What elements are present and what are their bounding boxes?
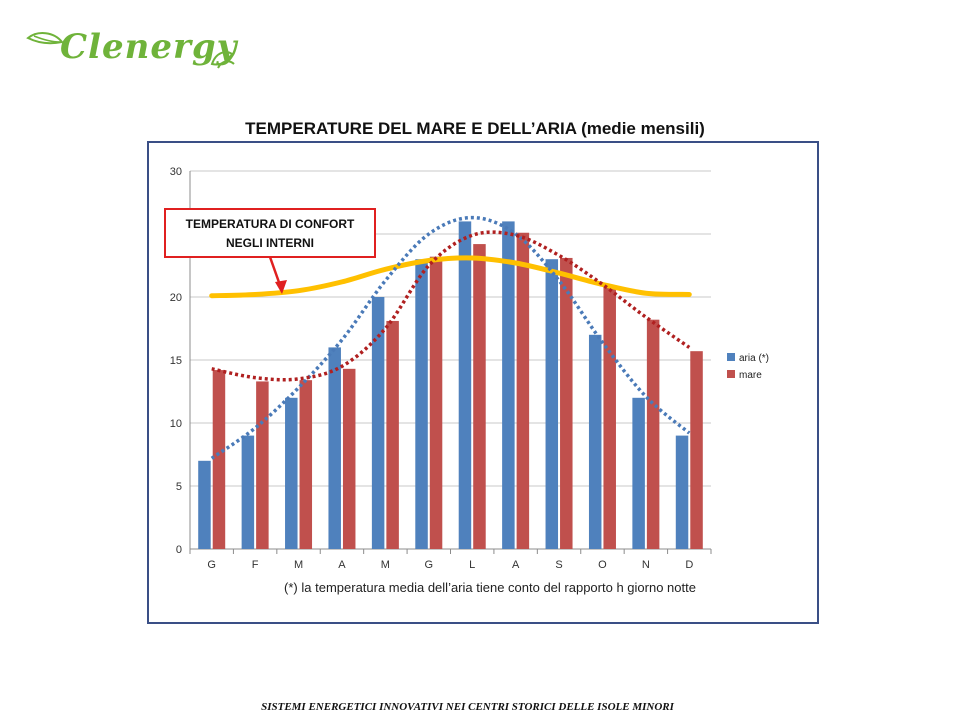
y-tick-label: 30 — [170, 166, 182, 178]
bar-mare — [212, 370, 226, 549]
comfort-callout-line2: NEGLI INTERNI — [226, 236, 314, 250]
footer-text: SISTEMI ENERGETICI INNOVATIVI NEI CENTRI… — [261, 701, 674, 713]
bar-aria — [458, 221, 472, 549]
chart-svg: 051015202530GFMAMGLASONDTEMPERATURA DI C… — [164, 166, 769, 595]
brand-name: Clenergy — [60, 27, 238, 67]
x-tick-label: G — [207, 559, 216, 571]
x-tick-label: A — [512, 559, 520, 571]
bar-aria — [415, 259, 428, 549]
y-tick-label: 20 — [170, 292, 182, 304]
y-tick-label: 0 — [176, 544, 182, 556]
x-tick-label: L — [469, 559, 475, 571]
x-tick-label: M — [294, 559, 303, 571]
bar-mare — [429, 256, 443, 549]
legend-label-aria: aria (*) — [739, 353, 769, 364]
x-tick-label: D — [685, 559, 693, 571]
bar-aria — [285, 397, 298, 549]
trendline-aria — [210, 215, 691, 460]
leaf-icon — [26, 32, 64, 45]
x-tick-label: S — [555, 559, 562, 571]
x-tick-label: N — [642, 559, 650, 571]
bar-aria — [241, 435, 255, 549]
x-tick-label: F — [252, 559, 259, 571]
bar-mare — [560, 257, 573, 549]
bar-aria — [198, 460, 211, 549]
bar-mare — [690, 351, 703, 549]
comfort-callout-line1: TEMPERATURA DI CONFORT — [186, 217, 355, 231]
x-tick-label: G — [425, 559, 434, 571]
legend-swatch-mare — [727, 370, 735, 378]
chart-title: TEMPERATURE DEL MARE E DELL’ARIA (medie … — [245, 119, 705, 138]
bar-mare — [646, 319, 660, 549]
y-tick-label: 5 — [176, 481, 182, 493]
callout-arrow-head — [275, 280, 287, 294]
bar-mare — [386, 320, 399, 549]
bar-mare — [516, 232, 530, 549]
bar-aria — [675, 435, 689, 549]
bar-aria — [328, 347, 341, 549]
x-tick-label: O — [598, 559, 607, 571]
y-tick-label: 15 — [170, 355, 182, 367]
bar-aria — [545, 259, 559, 549]
legend-label-mare: mare — [739, 370, 762, 381]
comfort-callout-box — [164, 208, 376, 258]
trendline-mare — [211, 230, 691, 382]
x-tick-label: M — [381, 559, 390, 571]
bar-mare — [603, 286, 616, 549]
bar-mare — [342, 368, 356, 549]
bar-mare — [299, 380, 313, 549]
bar-mare — [256, 381, 269, 549]
leaf-cluster-icon — [210, 51, 235, 69]
x-tick-label: A — [338, 559, 346, 571]
bar-aria — [502, 221, 515, 549]
y-tick-label: 10 — [170, 418, 182, 430]
bar-aria — [371, 297, 385, 549]
brand-logo — [24, 24, 244, 76]
bar-aria — [588, 334, 602, 549]
bar-aria — [632, 397, 645, 549]
chart-frame: 051015202530GFMAMGLASONDTEMPERATURA DI C… — [147, 141, 819, 624]
legend-swatch-aria — [727, 353, 735, 361]
chart-note: (*) la temperatura media dell’aria tiene… — [284, 580, 696, 595]
bar-mare — [473, 244, 486, 549]
